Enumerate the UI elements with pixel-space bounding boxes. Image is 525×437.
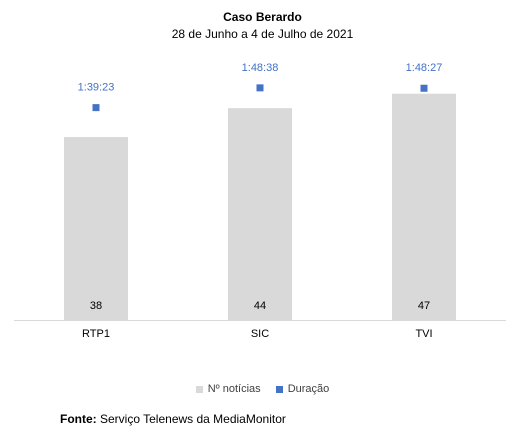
duration-marker-rtp1 xyxy=(92,104,100,112)
bar-value-label: 44 xyxy=(254,300,266,312)
bar-tvi xyxy=(392,93,456,320)
legend-label-noticias: Nº notícias xyxy=(207,383,261,395)
legend-swatch-duracao xyxy=(275,385,283,393)
legend-swatch-noticias xyxy=(195,385,203,393)
x-tick-label-tvi: TVI xyxy=(415,328,432,340)
chart-title: Caso Berardo xyxy=(223,10,302,24)
chart-subtitle: 28 de Junho a 4 de Julho de 2021 xyxy=(171,27,354,41)
duration-label: 1:48:38 xyxy=(242,62,279,74)
duration-marker-sic xyxy=(256,84,264,92)
duration-marker-tvi xyxy=(420,84,428,92)
source-label: Fonte: xyxy=(60,412,97,426)
source-note: Fonte: Serviço Telenews da MediaMonitor xyxy=(60,412,286,426)
legend: Nº notícias Duração xyxy=(0,383,525,396)
x-tick-label-rtp1: RTP1 xyxy=(82,328,110,340)
x-tick-label-sic: SIC xyxy=(251,328,269,340)
bar-rtp1 xyxy=(64,137,128,320)
bar-sic xyxy=(228,108,292,320)
source-text: Serviço Telenews da MediaMonitor xyxy=(100,412,286,426)
duration-label: 1:48:27 xyxy=(406,62,443,74)
legend-item-noticias: Nº notícias xyxy=(195,383,261,395)
bar-value-label: 38 xyxy=(90,300,102,312)
bar-value-label: 47 xyxy=(418,300,430,312)
duration-label: 1:39:23 xyxy=(78,82,115,94)
legend-label-duracao: Duração xyxy=(287,383,330,395)
legend-item-duracao: Duração xyxy=(275,383,330,395)
